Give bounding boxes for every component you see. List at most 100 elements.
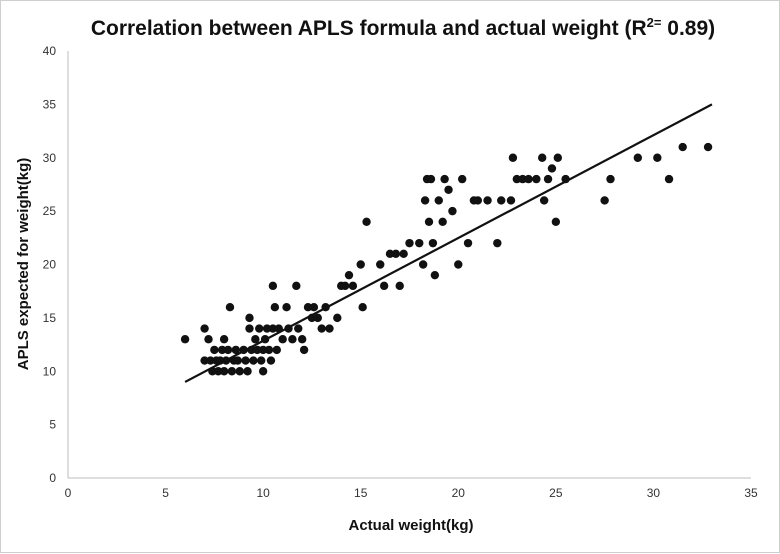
x-tick-label: 10: [256, 486, 270, 500]
data-point: [264, 345, 274, 355]
data-point: [493, 238, 502, 248]
y-tick-label: 5: [49, 418, 56, 432]
data-point: [348, 281, 358, 291]
chart-title-main: Correlation between APLS formula and act…: [91, 17, 647, 40]
y-tick-label: 10: [43, 364, 57, 378]
data-point: [235, 367, 244, 376]
data-point: [239, 345, 248, 355]
data-point: [299, 345, 309, 355]
x-tick-label: 15: [354, 486, 368, 500]
trendline: [184, 103, 713, 383]
data-point: [633, 153, 643, 162]
data-point: [200, 356, 209, 365]
data-point: [243, 367, 252, 376]
data-point: [210, 345, 219, 355]
data-point: [518, 174, 527, 184]
data-point: [274, 324, 283, 333]
data-point: [249, 356, 258, 365]
data-point: [356, 260, 365, 269]
data-point: [448, 206, 457, 216]
data-point: [537, 153, 547, 162]
data-point: [399, 249, 408, 259]
data-point: [376, 260, 385, 269]
y-tick-label: 15: [43, 311, 57, 325]
data-point: [255, 324, 264, 333]
data-point: [653, 153, 662, 162]
x-axis-label: Actual weight(kg): [348, 517, 473, 534]
data-point: [297, 335, 307, 344]
y-tick-label: 0: [49, 471, 56, 485]
data-point: [444, 185, 453, 194]
data-point: [288, 335, 297, 344]
data-point: [256, 356, 266, 365]
data-point: [440, 174, 449, 184]
data-point: [438, 217, 447, 226]
data-point: [385, 249, 395, 259]
tick-labels: 0 5 10 15 20 25 30 35 0 5 10 15 20 25 30 35 40: [43, 44, 758, 500]
data-point: [284, 324, 293, 333]
data-point: [251, 335, 260, 344]
data-point: [424, 217, 434, 226]
data-point: [204, 335, 213, 344]
y-tick-label: 20: [43, 258, 57, 272]
data-point: [268, 281, 278, 291]
data-point: [426, 174, 436, 184]
data-point: [231, 345, 241, 355]
chart-title: Correlation between APLS formula and act…: [91, 15, 715, 40]
chart-title-superscript: 2=: [647, 15, 662, 30]
data-point: [415, 238, 424, 248]
data-point: [206, 356, 215, 365]
data-point: [506, 196, 516, 205]
data-point: [325, 324, 334, 333]
data-point: [379, 281, 389, 291]
data-point: [309, 303, 319, 312]
x-tick-label: 20: [452, 486, 466, 500]
y-tick-label: 30: [43, 151, 57, 165]
data-point: [600, 196, 609, 205]
data-point: [606, 174, 615, 184]
data-point: [200, 324, 209, 333]
data-point: [420, 196, 430, 205]
y-axis-label: APLS expected for weight(kg): [15, 158, 32, 371]
data-point: [217, 345, 227, 355]
data-point: [434, 196, 443, 205]
data-point: [508, 153, 518, 162]
y-tick-label: 35: [43, 97, 57, 111]
data-point: [219, 335, 229, 344]
data-point: [405, 238, 414, 248]
data-point: [483, 196, 492, 205]
data-point: [463, 238, 473, 248]
data-point: [678, 142, 687, 152]
data-point: [258, 345, 268, 355]
data-point: [539, 196, 549, 205]
data-point: [262, 324, 272, 333]
data-point: [664, 174, 674, 184]
data-point: [428, 238, 438, 248]
data-point: [272, 345, 282, 355]
data-point: [266, 356, 276, 365]
x-tick-label: 35: [744, 486, 758, 500]
data-point: [292, 281, 301, 291]
data-point: [703, 142, 713, 152]
data-point: [391, 249, 401, 259]
data-point: [547, 164, 557, 173]
data-point: [497, 196, 506, 205]
data-point: [260, 335, 270, 344]
data-point: [270, 303, 280, 312]
data-point: [313, 313, 322, 323]
data-point: [524, 174, 533, 184]
data-point: [227, 367, 237, 376]
x-tick-label: 0: [65, 486, 72, 500]
data-point: [294, 324, 303, 333]
data-point: [245, 324, 254, 333]
data-point: [551, 217, 561, 226]
data-point: [253, 345, 262, 355]
data-point: [278, 335, 287, 344]
y-tick-label: 25: [43, 204, 57, 218]
data-point: [307, 313, 317, 323]
data-point: [219, 367, 229, 376]
data-point: [532, 174, 541, 184]
data-point: [216, 356, 225, 365]
data-point: [303, 303, 313, 312]
